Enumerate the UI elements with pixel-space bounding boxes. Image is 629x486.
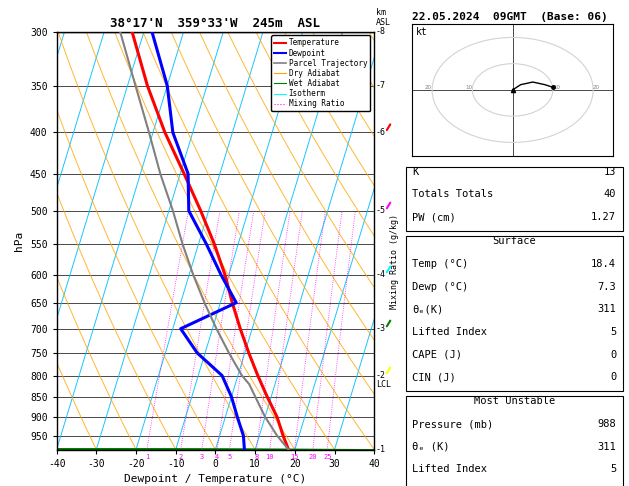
Text: 7.3: 7.3 bbox=[598, 281, 616, 292]
Text: 40: 40 bbox=[604, 190, 616, 199]
Text: -2: -2 bbox=[376, 371, 386, 380]
Text: PW (cm): PW (cm) bbox=[412, 212, 456, 222]
Bar bbox=[406, 167, 623, 231]
Bar bbox=[406, 236, 623, 392]
Text: 20: 20 bbox=[593, 85, 600, 90]
Text: θₑ (K): θₑ (K) bbox=[412, 442, 450, 451]
X-axis label: Dewpoint / Temperature (°C): Dewpoint / Temperature (°C) bbox=[125, 474, 306, 484]
Text: km
ASL: km ASL bbox=[376, 8, 391, 27]
Text: kt: kt bbox=[416, 27, 428, 37]
Text: 20: 20 bbox=[425, 85, 432, 90]
Text: Temp (°C): Temp (°C) bbox=[412, 259, 469, 269]
Text: 0: 0 bbox=[610, 349, 616, 360]
Text: Pressure (mb): Pressure (mb) bbox=[412, 419, 494, 429]
Text: 15: 15 bbox=[291, 454, 299, 460]
Text: 22.05.2024  09GMT  (Base: 06): 22.05.2024 09GMT (Base: 06) bbox=[412, 12, 608, 22]
Text: 10: 10 bbox=[553, 85, 560, 90]
Text: 5: 5 bbox=[228, 454, 231, 460]
Text: CAPE (J): CAPE (J) bbox=[412, 349, 462, 360]
Text: 311: 311 bbox=[598, 304, 616, 314]
Text: -6: -6 bbox=[376, 128, 386, 137]
Text: 0: 0 bbox=[610, 372, 616, 382]
Bar bbox=[406, 397, 623, 486]
Text: 20: 20 bbox=[309, 454, 317, 460]
Title: 38°17'N  359°33'W  245m  ASL: 38°17'N 359°33'W 245m ASL bbox=[111, 17, 320, 31]
Text: 10: 10 bbox=[265, 454, 274, 460]
Text: 5: 5 bbox=[610, 465, 616, 474]
Text: θₑ(K): θₑ(K) bbox=[412, 304, 443, 314]
Legend: Temperature, Dewpoint, Parcel Trajectory, Dry Adiabat, Wet Adiabat, Isotherm, Mi: Temperature, Dewpoint, Parcel Trajectory… bbox=[271, 35, 370, 111]
Text: Totals Totals: Totals Totals bbox=[412, 190, 494, 199]
Y-axis label: hPa: hPa bbox=[14, 230, 25, 251]
Text: LCL: LCL bbox=[376, 380, 391, 389]
Text: Lifted Index: Lifted Index bbox=[412, 327, 487, 337]
Text: -3: -3 bbox=[376, 324, 386, 333]
Text: -5: -5 bbox=[376, 206, 386, 215]
Text: 1: 1 bbox=[145, 454, 149, 460]
Text: 25: 25 bbox=[323, 454, 331, 460]
Text: 18.4: 18.4 bbox=[591, 259, 616, 269]
Text: Mixing Ratio (g/kg): Mixing Ratio (g/kg) bbox=[391, 214, 399, 309]
Text: -7: -7 bbox=[376, 81, 386, 90]
Text: 13: 13 bbox=[604, 167, 616, 177]
Text: 3: 3 bbox=[199, 454, 204, 460]
Text: CIN (J): CIN (J) bbox=[412, 372, 456, 382]
Text: 8: 8 bbox=[254, 454, 259, 460]
Text: Surface: Surface bbox=[493, 236, 536, 246]
Text: 4: 4 bbox=[215, 454, 220, 460]
Text: -1: -1 bbox=[376, 445, 386, 454]
Text: K: K bbox=[412, 167, 418, 177]
Text: 1.27: 1.27 bbox=[591, 212, 616, 222]
Text: 5: 5 bbox=[610, 327, 616, 337]
Text: 2: 2 bbox=[179, 454, 183, 460]
Text: Dewp (°C): Dewp (°C) bbox=[412, 281, 469, 292]
Text: 311: 311 bbox=[598, 442, 616, 451]
Text: Lifted Index: Lifted Index bbox=[412, 465, 487, 474]
Text: 988: 988 bbox=[598, 419, 616, 429]
Text: Most Unstable: Most Unstable bbox=[474, 397, 555, 406]
Text: -8: -8 bbox=[376, 27, 386, 36]
Text: -4: -4 bbox=[376, 270, 386, 279]
Text: 10: 10 bbox=[465, 85, 472, 90]
